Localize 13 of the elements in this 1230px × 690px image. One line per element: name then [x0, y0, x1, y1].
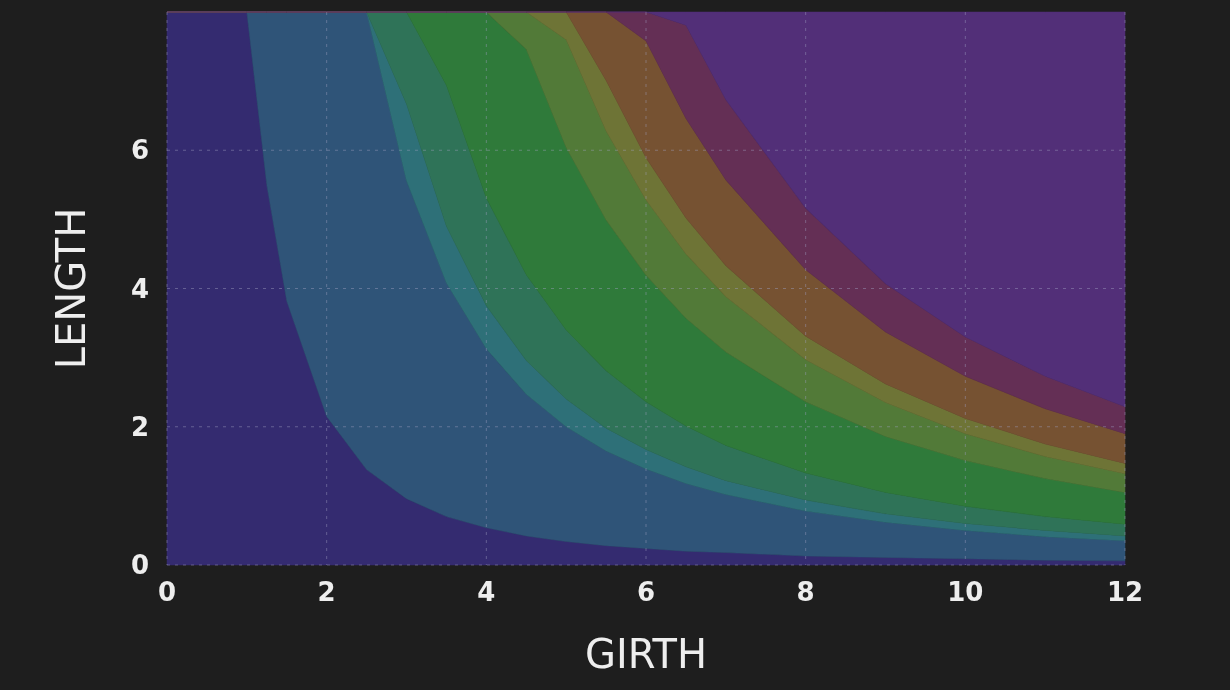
x-tick-label: 12 [1106, 577, 1144, 607]
y-tick-label: 2 [130, 411, 149, 442]
x-tick-label: 0 [157, 577, 177, 607]
x-axis-title: GIRTH [584, 631, 708, 677]
y-axis-title: LENGTH [48, 207, 94, 370]
y-tick-label: 0 [130, 550, 149, 581]
x-tick-label: 8 [796, 577, 815, 607]
x-tick-label: 6 [636, 577, 656, 607]
x-tick-label: 2 [317, 577, 336, 607]
x-tick-label: 4 [477, 577, 496, 607]
x-tick-label: 10 [947, 577, 984, 607]
y-tick-label: 6 [130, 135, 149, 166]
y-tick-label: 4 [130, 273, 149, 304]
